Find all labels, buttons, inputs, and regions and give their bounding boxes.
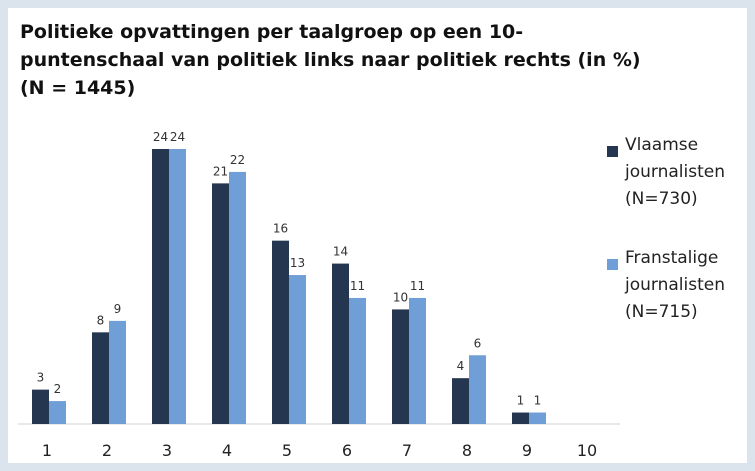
bar [92,332,109,424]
bar [169,149,186,424]
x-tick-label: 2 [102,441,112,460]
x-tick-label: 6 [342,441,352,460]
x-tick-label: 8 [462,441,472,460]
x-tick-label: 10 [577,441,597,460]
legend-swatch [607,259,618,270]
bar [349,297,366,424]
bar [469,355,486,424]
bar [512,412,529,424]
legend-swatch [607,146,618,157]
value-label: 8 [97,313,105,327]
bar [49,401,66,424]
value-label: 24 [170,130,185,144]
bar [272,240,289,424]
value-label: 11 [410,279,425,293]
x-tick-label: 5 [282,441,292,460]
value-label: 4 [457,359,465,373]
value-label: 9 [114,302,122,316]
value-label: 1 [517,394,525,408]
bar [212,183,229,424]
bar [332,263,349,424]
value-label: 6 [474,336,482,350]
value-label: 14 [333,245,348,259]
value-label: 24 [153,130,168,144]
x-tick-label: 1 [42,441,52,460]
x-tick-label: 9 [522,441,532,460]
bar [452,378,469,424]
legend-label: Vlaamse journalisten (N=730) [625,135,725,209]
x-tick-label: 4 [222,441,232,460]
bar [289,275,306,424]
bar [229,171,246,424]
value-label: 16 [273,222,288,236]
chart-subtitle: (N = 1445) [20,77,136,99]
x-tick-label: 7 [402,441,412,460]
bar [152,149,169,424]
bar [529,412,546,424]
bar [32,389,49,424]
value-label: 21 [213,164,228,178]
chart-title: Politieke opvattingen per taalgroep op e… [20,21,641,71]
legend-label: Franstalige journalisten (N=715) [625,248,725,322]
x-tick-label: 3 [162,441,172,460]
value-label: 2 [54,382,62,396]
value-label: 3 [37,371,45,385]
bar [109,320,126,424]
bar [409,297,426,424]
value-label: 11 [350,279,365,293]
value-label: 10 [393,290,408,304]
panel [8,8,747,463]
value-label: 13 [290,256,305,270]
value-label: 22 [230,153,245,167]
bar [392,309,409,424]
value-label: 1 [534,394,542,408]
